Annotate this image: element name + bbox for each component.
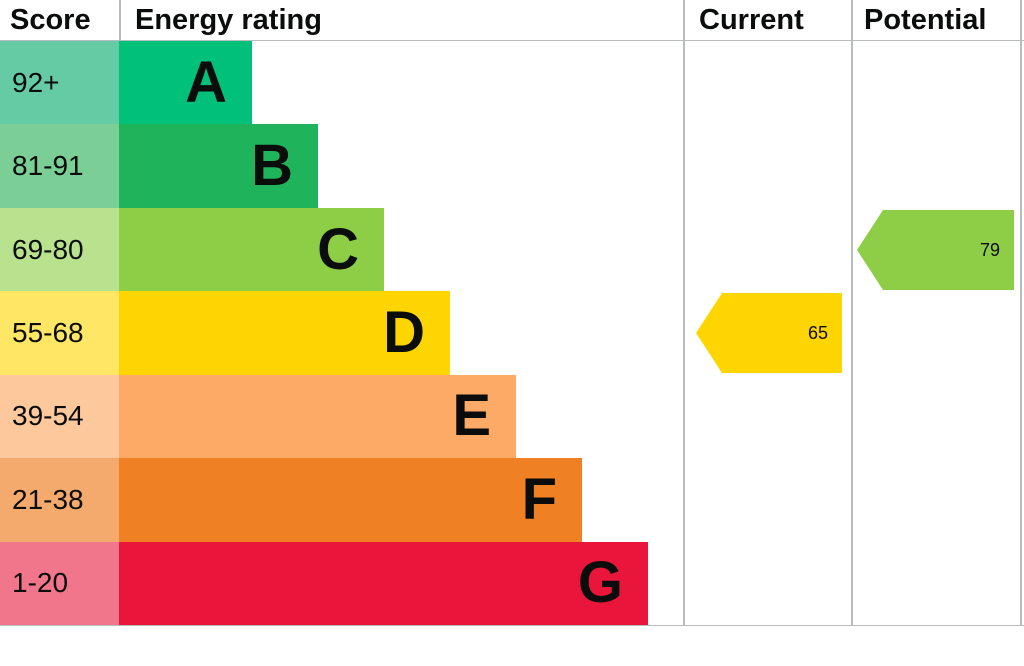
header-energy-rating: Energy rating (135, 4, 322, 36)
band-rows: 92+ A 81-91 B 69-80 C 55-68 D 39-54 (0, 41, 683, 625)
band-row-f: 21-38 F (0, 458, 683, 542)
band-score-range: 39-54 (0, 374, 119, 459)
band-row-g: 1-20 G (0, 541, 683, 625)
band-bar: E (119, 374, 516, 459)
band-bar: G (119, 541, 648, 625)
column-divider-right (1020, 0, 1022, 625)
band-row-d: 55-68 D (0, 291, 683, 375)
band-bar: A (119, 41, 252, 125)
band-letter: D (383, 299, 425, 365)
band-letter: B (251, 133, 293, 199)
epc-header: Score Energy rating Current Potential (0, 0, 1024, 41)
column-divider-current (683, 0, 685, 625)
header-current: Current (699, 4, 804, 36)
band-score-range: 21-38 (0, 458, 119, 542)
current-rating-value: 65 (807, 323, 828, 343)
chart-bottom-line (0, 625, 1024, 626)
band-score-range: 92+ (0, 41, 119, 125)
band-row-c: 69-80 C (0, 207, 683, 292)
band-letter: F (521, 466, 557, 532)
band-bar: F (119, 458, 582, 542)
band-row-e: 39-54 E (0, 374, 683, 459)
current-rating-arrow: 65 (696, 293, 842, 373)
band-bar: C (119, 207, 384, 292)
band-score-range: 81-91 (0, 124, 119, 208)
band-bar: D (119, 291, 450, 375)
band-score-range: 55-68 (0, 291, 119, 375)
header-divider (119, 0, 121, 41)
column-divider-potential (851, 0, 853, 625)
header-potential: Potential (864, 4, 987, 36)
potential-rating-value: 79 (979, 240, 1000, 260)
band-bar: B (119, 124, 318, 208)
band-score-range: 69-80 (0, 207, 119, 292)
band-row-a: 92+ A (0, 41, 683, 125)
band-score-range: 1-20 (0, 541, 119, 625)
header-score: Score (10, 4, 91, 36)
band-row-b: 81-91 B (0, 124, 683, 208)
band-letter: G (577, 550, 623, 616)
band-letter: C (317, 216, 359, 282)
band-letter: E (452, 383, 491, 449)
header-underline (0, 40, 1024, 41)
potential-rating-arrow: 79 (857, 210, 1014, 290)
band-letter: A (185, 49, 227, 115)
